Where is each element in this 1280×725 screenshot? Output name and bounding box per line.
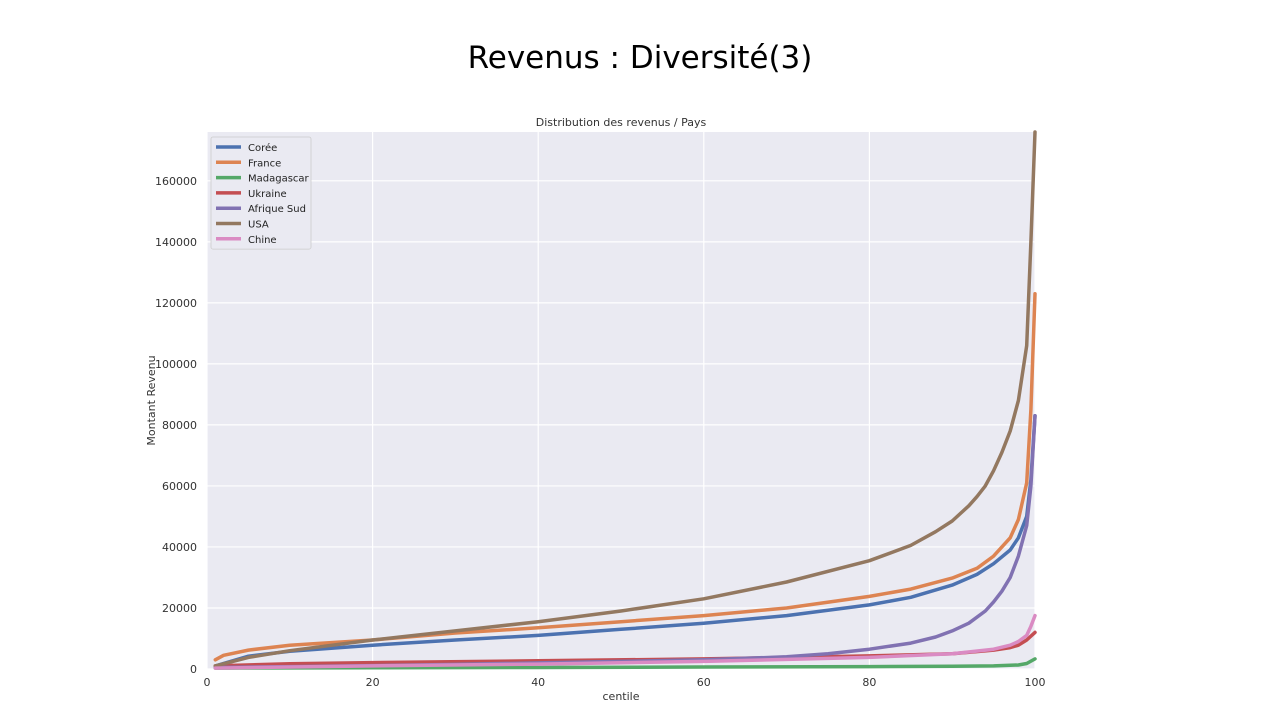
legend-label: Corée (248, 142, 277, 154)
series-line-madagascar (213, 657, 1037, 670)
legend-box (210, 136, 312, 250)
chart-title: Distribution des revenus / Pays (536, 116, 707, 129)
y-tick-label: 40000 (162, 541, 197, 554)
y-tick-label: 0 (190, 663, 197, 676)
y-tick-label: 100000 (155, 358, 197, 371)
y-tick-label: 160000 (155, 175, 197, 188)
legend-label: Madagascar (248, 174, 310, 185)
series-line-usa (213, 130, 1037, 668)
legend-label: Ukraine (248, 189, 287, 200)
x-tick-label: 20 (366, 676, 380, 689)
x-tick-label: 60 (697, 676, 711, 689)
x-tick-label: 100 (1025, 676, 1046, 689)
x-tick-label: 0 (204, 676, 211, 689)
plot-background (207, 132, 1035, 669)
series-line-france (213, 291, 1037, 662)
x-tick-label: 40 (531, 676, 545, 689)
y-tick-label: 140000 (155, 236, 197, 249)
legend-label: USA (248, 220, 269, 231)
y-tick-label: 20000 (162, 602, 197, 615)
series-line-coree (213, 414, 1037, 668)
x-axis-label: centile (603, 690, 640, 703)
y-tick-label: 80000 (162, 419, 197, 432)
slide-title: Revenus : Diversité(3) (467, 40, 813, 76)
y-axis-label: Montant Revenu (145, 355, 158, 445)
legend-label: Afrique Sud (248, 204, 306, 215)
series-line-chine (213, 613, 1037, 670)
legend-label: France (248, 158, 281, 169)
x-tick-label: 80 (862, 676, 876, 689)
legend-label: Chine (248, 235, 277, 246)
y-tick-label: 120000 (155, 297, 197, 310)
y-tick-label: 60000 (162, 480, 197, 493)
